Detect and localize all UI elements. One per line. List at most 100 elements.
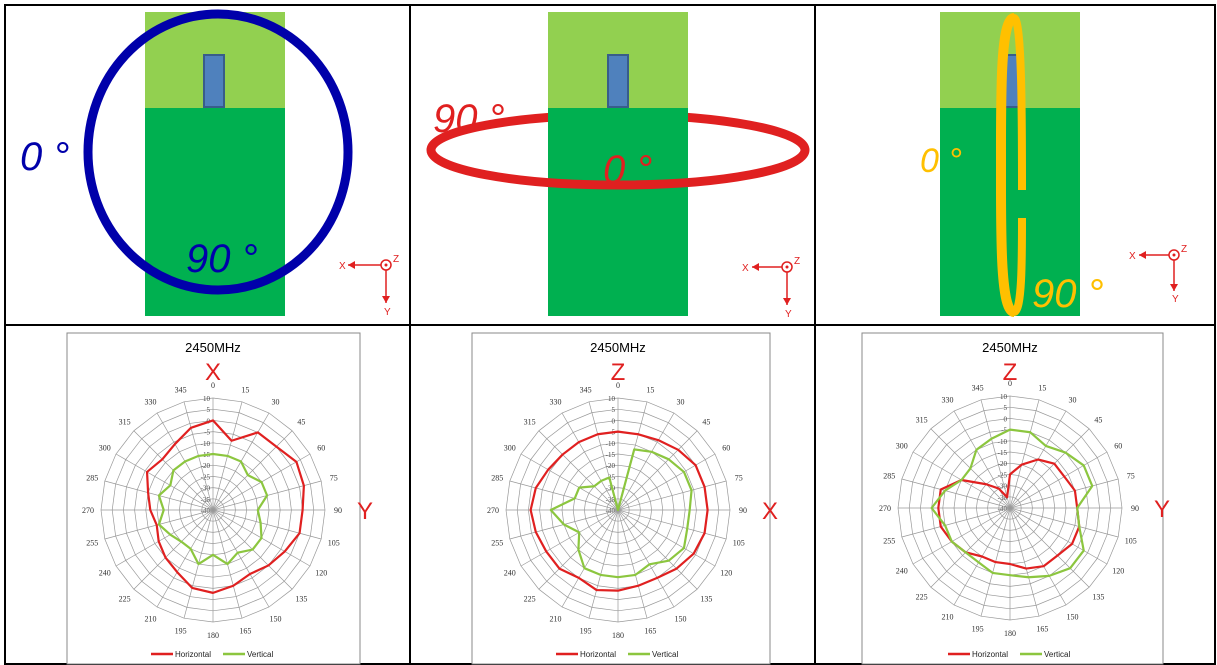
r-tick-label: 0 [1004,415,1008,423]
angle-tick-label: 270 [879,504,891,513]
angle-tick-label: 180 [612,631,624,640]
legend-label: Vertical [247,650,273,659]
spoke [133,509,214,590]
r-tick-label: -10 [998,438,1008,446]
axes-icon: X Y Z [742,256,800,320]
axis-label: Y [384,307,391,318]
angle-tick-label: 210 [145,614,157,623]
spoke [617,509,727,540]
spoke [538,430,619,511]
angle-tick-label: 300 [896,442,908,451]
panel: 0 ° 90 ° X Y Z [920,12,1187,317]
legend-label: Vertical [652,650,678,659]
spoke [617,509,648,619]
arrow [752,263,759,271]
spoke [1009,451,1108,509]
angle-label: 90 ° [1032,272,1104,316]
spoke [520,453,619,511]
r-tick-label: -30 [998,483,1008,491]
chip [203,54,225,108]
axis-letter: Y [1154,496,1170,523]
spoke [901,478,1011,509]
r-tick-label: -35 [998,494,1008,502]
spoke [212,509,322,540]
arrow [382,296,390,303]
spoke [901,507,1011,538]
axis-z [1172,253,1176,257]
axis-z [785,265,789,269]
r-tick-label: 5 [207,406,211,414]
angle-label: 0 ° [920,142,962,180]
r-tick-label: -20 [998,460,1008,468]
r-tick-label: -25 [201,473,211,481]
board [940,108,1080,316]
spoke [980,399,1011,509]
r-tick-label: -30 [606,485,616,493]
angle-tick-label: 120 [720,569,732,578]
angle-label: 90 ° [433,97,505,141]
angle-tick-label: 270 [82,506,94,515]
legend-label: Horizontal [580,650,616,659]
angle-tick-label: 300 [99,444,111,453]
series-line [145,419,305,594]
angle-tick-label: 210 [942,612,954,621]
rotation [1010,14,1026,316]
angle-tick-label: 345 [972,383,984,392]
series-line [930,428,1094,579]
angle-tick-label: 210 [550,614,562,623]
r-tick-label: -15 [998,449,1008,457]
spoke [520,509,619,567]
r-tick-label: -5 [204,429,210,437]
spoke [561,509,619,608]
angle-tick-label: 315 [916,416,928,425]
board [548,108,688,316]
spoke [617,509,716,567]
arrow [1139,251,1146,259]
angle-tick-label: 135 [295,594,307,603]
angle-tick-label: 30 [1069,396,1077,405]
angle-tick-label: 135 [700,594,712,603]
angle-tick-label: 90 [334,506,342,515]
angle-tick-label: 195 [580,627,592,636]
angle-tick-label: 165 [239,627,251,636]
spoke [617,453,716,511]
angle-tick-label: 0 [1008,379,1012,388]
spoke [212,509,270,608]
rotation [426,149,810,190]
axis-letter: X [205,359,221,386]
angle-tick-label: 150 [270,614,282,623]
angle-tick-label: 30 [272,398,280,407]
angle-tick-label: 195 [175,627,187,636]
angle-tick-label: 285 [491,474,503,483]
angle-tick-label: 165 [1036,625,1048,634]
angle-tick-label: 240 [99,569,111,578]
spoke [1009,478,1119,509]
spoke [617,509,675,608]
angle-tick-label: 330 [145,398,157,407]
spoke [212,430,293,511]
angle-tick-label: 45 [1094,416,1102,425]
spoke [1009,428,1090,509]
angle-tick-label: 45 [702,418,710,427]
legend-label: Horizontal [972,650,1008,659]
r-tick-label: 5 [1004,404,1008,412]
angle-tick-label: 300 [504,444,516,453]
arrow [1170,284,1178,291]
angle-tick-label: 195 [972,625,984,634]
angle-tick-label: 45 [297,418,305,427]
r-tick-label: -35 [606,496,616,504]
arrow [783,298,791,305]
r-tick-label: -5 [1001,427,1007,435]
angle-tick-label: 240 [504,569,516,578]
legend-label: Horizontal [175,650,211,659]
angle-tick-label: 255 [883,536,895,545]
spoke [1009,399,1040,509]
chart-title: 2450MHz [185,340,241,355]
angle-label: 0 ° [603,148,652,192]
r-tick-label: -30 [201,485,211,493]
angle-tick-label: 90 [1131,504,1139,513]
axis-label: Y [785,309,792,320]
chart-frame [66,332,361,665]
angle-tick-label: 120 [315,569,327,578]
